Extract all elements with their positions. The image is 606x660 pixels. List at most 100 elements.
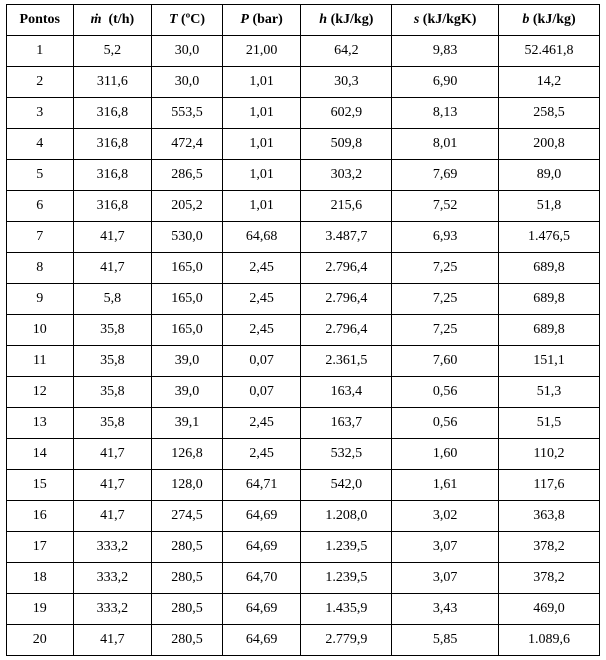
cell: 1,01: [222, 98, 301, 129]
cell: 51,5: [499, 408, 600, 439]
cell: 378,2: [499, 532, 600, 563]
cell: 64,70: [222, 563, 301, 594]
cell: 532,5: [301, 439, 392, 470]
cell: 5: [7, 160, 74, 191]
cell: 64,69: [222, 532, 301, 563]
cell: 117,6: [499, 470, 600, 501]
cell: 10: [7, 315, 74, 346]
cell: 64,2: [301, 36, 392, 67]
cell: 316,8: [73, 129, 152, 160]
col-header-m-symbol: ṁ: [91, 12, 102, 27]
cell: 1,01: [222, 160, 301, 191]
col-header-b-symbol: b: [522, 12, 529, 27]
cell: 35,8: [73, 346, 152, 377]
cell: 258,5: [499, 98, 600, 129]
cell: 7,69: [392, 160, 499, 191]
cell: 303,2: [301, 160, 392, 191]
table-row: 2041,7280,564,692.779,95,851.089,6: [7, 625, 600, 656]
cell: 165,0: [152, 253, 223, 284]
cell: 200,8: [499, 129, 600, 160]
cell: 286,5: [152, 160, 223, 191]
cell: 41,7: [73, 439, 152, 470]
table-row: 741,7530,064,683.487,76,931.476,5: [7, 222, 600, 253]
col-header-p-symbol: P: [240, 12, 249, 27]
cell: 35,8: [73, 408, 152, 439]
cell: 2.796,4: [301, 284, 392, 315]
cell: 316,8: [73, 191, 152, 222]
table-row: 5316,8286,51,01303,27,6989,0: [7, 160, 600, 191]
cell: 316,8: [73, 160, 152, 191]
cell: 1,60: [392, 439, 499, 470]
cell: 1.435,9: [301, 594, 392, 625]
cell: 333,2: [73, 594, 152, 625]
cell: 41,7: [73, 501, 152, 532]
cell: 2: [7, 67, 74, 98]
cell: 41,7: [73, 253, 152, 284]
cell: 5,8: [73, 284, 152, 315]
cell: 163,4: [301, 377, 392, 408]
cell: 689,8: [499, 315, 600, 346]
table-row: 1035,8165,02,452.796,47,25689,8: [7, 315, 600, 346]
cell: 14,2: [499, 67, 600, 98]
cell: 39,1: [152, 408, 223, 439]
cell: 163,7: [301, 408, 392, 439]
table-container: Pontos ṁ (t/h) T (ºC) P (bar) h (kJ/kg) …: [0, 0, 606, 660]
cell: 215,6: [301, 191, 392, 222]
cell: 3: [7, 98, 74, 129]
cell: 3,07: [392, 563, 499, 594]
cell: 7,52: [392, 191, 499, 222]
cell: 2.796,4: [301, 315, 392, 346]
table-row: 1335,839,12,45163,70,5651,5: [7, 408, 600, 439]
cell: 530,0: [152, 222, 223, 253]
col-header-h-symbol: h: [319, 12, 327, 27]
cell: 280,5: [152, 594, 223, 625]
cell: 15: [7, 470, 74, 501]
cell: 7,25: [392, 315, 499, 346]
cell: 2,45: [222, 315, 301, 346]
cell: 6,93: [392, 222, 499, 253]
cell: 19: [7, 594, 74, 625]
cell: 509,8: [301, 129, 392, 160]
cell: 3,02: [392, 501, 499, 532]
cell: 7,25: [392, 253, 499, 284]
cell: 16: [7, 501, 74, 532]
cell: 128,0: [152, 470, 223, 501]
cell: 689,8: [499, 284, 600, 315]
cell: 35,8: [73, 377, 152, 408]
table-row: 95,8165,02,452.796,47,25689,8: [7, 284, 600, 315]
cell: 0,56: [392, 408, 499, 439]
col-header-b: b (kJ/kg): [499, 5, 600, 36]
table-row: 15,230,021,0064,29,8352.461,8: [7, 36, 600, 67]
table-row: 1235,839,00,07163,40,5651,3: [7, 377, 600, 408]
cell: 7,25: [392, 284, 499, 315]
cell: 8,01: [392, 129, 499, 160]
cell: 64,68: [222, 222, 301, 253]
cell: 3,07: [392, 532, 499, 563]
cell: 378,2: [499, 563, 600, 594]
cell: 1: [7, 36, 74, 67]
cell: 0,07: [222, 377, 301, 408]
col-header-pontos: Pontos: [7, 5, 74, 36]
cell: 41,7: [73, 625, 152, 656]
cell: 469,0: [499, 594, 600, 625]
table-row: 1641,7274,564,691.208,03,02363,8: [7, 501, 600, 532]
cell: 316,8: [73, 98, 152, 129]
table-row: 1135,839,00,072.361,57,60151,1: [7, 346, 600, 377]
cell: 1,01: [222, 191, 301, 222]
cell: 2,45: [222, 408, 301, 439]
cell: 21,00: [222, 36, 301, 67]
cell: 333,2: [73, 563, 152, 594]
cell: 205,2: [152, 191, 223, 222]
cell: 2,45: [222, 439, 301, 470]
cell: 1,01: [222, 129, 301, 160]
cell: 9,83: [392, 36, 499, 67]
cell: 11: [7, 346, 74, 377]
table-row: 17333,2280,564,691.239,53,07378,2: [7, 532, 600, 563]
table-row: 1441,7126,82,45532,51,60110,2: [7, 439, 600, 470]
cell: 126,8: [152, 439, 223, 470]
cell: 41,7: [73, 470, 152, 501]
cell: 1,61: [392, 470, 499, 501]
table-row: 18333,2280,564,701.239,53,07378,2: [7, 563, 600, 594]
cell: 110,2: [499, 439, 600, 470]
cell: 2,45: [222, 253, 301, 284]
